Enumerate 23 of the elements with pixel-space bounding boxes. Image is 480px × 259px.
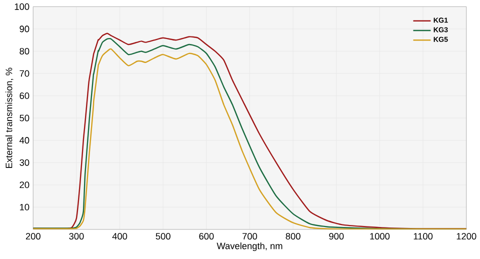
- y-tick-label: 40: [20, 137, 30, 144]
- x-tick-label: 900: [329, 233, 344, 240]
- y-tick-label: 50: [20, 115, 30, 122]
- x-tick-label: 300: [69, 233, 84, 240]
- x-tick-label: 1200: [456, 233, 476, 240]
- x-tick-label: 200: [26, 233, 40, 240]
- x-tick-label: 700: [242, 233, 258, 240]
- x-tick-label: 1000: [370, 233, 390, 240]
- x-tick-label: 1100: [414, 233, 433, 240]
- x-tick-label: 800: [286, 233, 300, 240]
- y-tick-label: 100: [14, 4, 30, 10]
- y-tick-label: 70: [20, 70, 30, 77]
- x-tick-label: 400: [112, 233, 128, 240]
- y-tick-label: 10: [20, 204, 30, 211]
- y-tick-label: 90: [20, 26, 30, 32]
- x-tick-label: 500: [156, 233, 170, 240]
- x-axis-title: Wavelength, nm: [216, 242, 282, 252]
- y-tick-label: 60: [20, 92, 30, 100]
- x-tick-label: 600: [199, 233, 214, 240]
- y-tick-label: 20: [20, 182, 30, 188]
- y-axis-title: External transmission, %: [5, 68, 14, 168]
- y-tick-label: 30: [20, 160, 30, 166]
- y-tick-label: 80: [20, 48, 30, 55]
